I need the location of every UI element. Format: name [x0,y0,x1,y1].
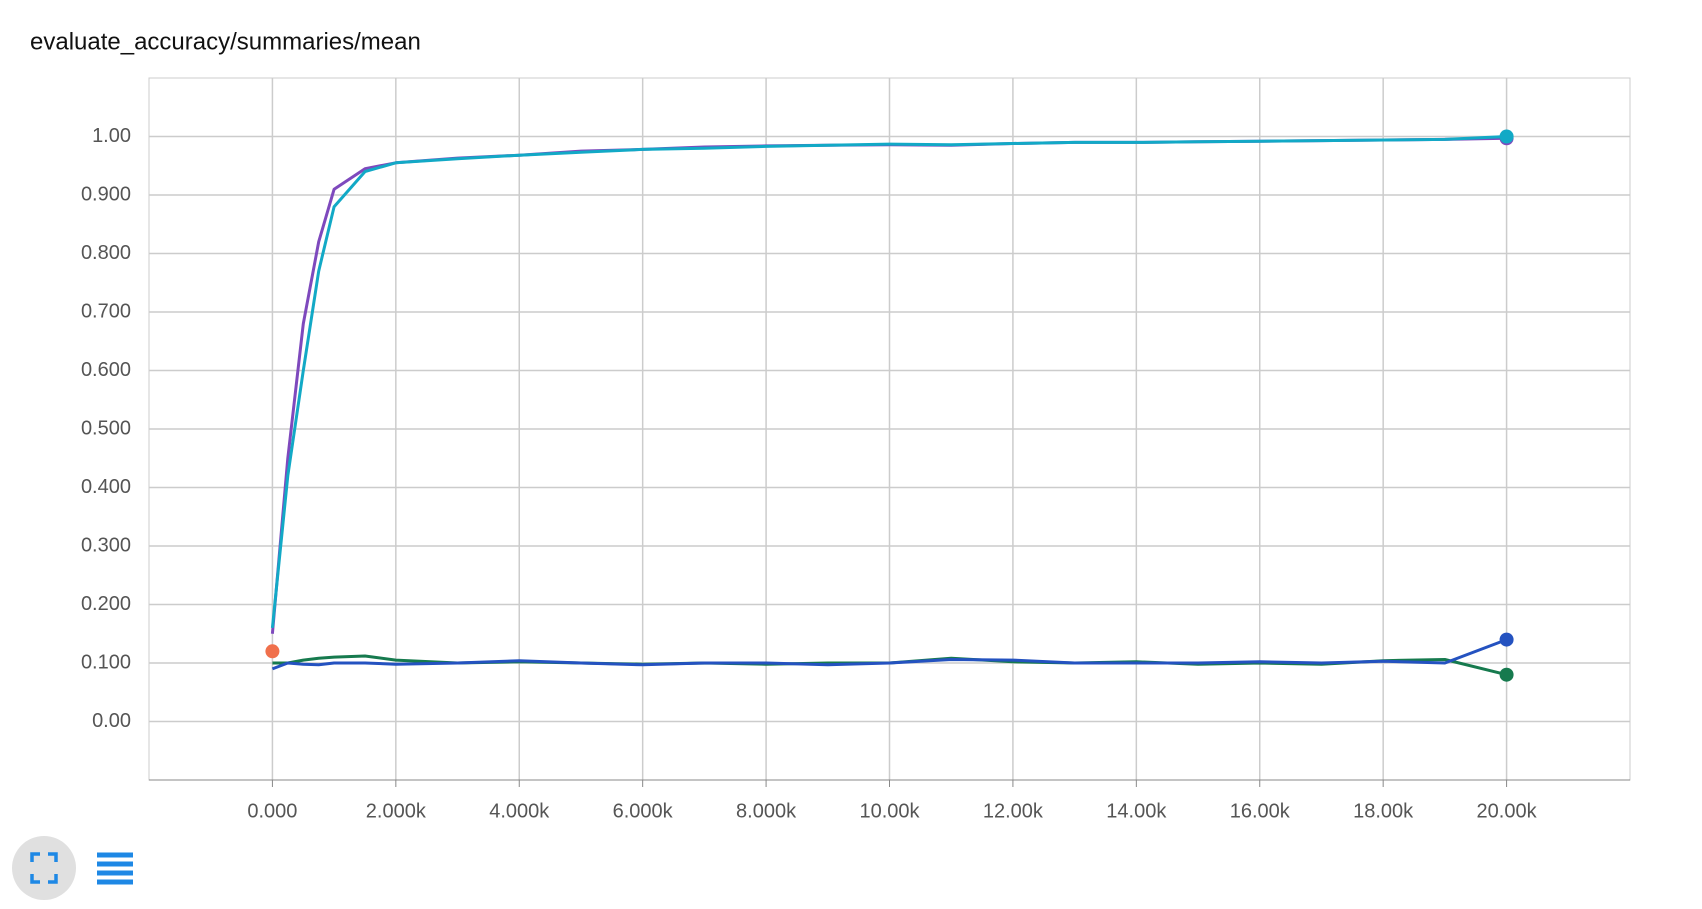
y-tick-label: 0.100 [81,651,131,673]
y-tick-label: 0.700 [81,300,131,322]
x-tick-label: 10.00k [859,800,920,822]
y-tick-label: 0.500 [81,417,131,439]
fullscreen-icon [30,852,58,884]
chart-title: evaluate_accuracy/summaries/mean [30,28,421,55]
y-tick-label: 1.00 [92,125,131,147]
y-tick-label: 0.800 [81,242,131,264]
list-icon [97,852,133,885]
y-tick-label: 0.600 [81,359,131,381]
x-tick-label: 2.000k [366,800,427,822]
series-line [271,638,1508,671]
fullscreen-button[interactable] [12,836,76,900]
x-tick-label: 18.00k [1353,800,1414,822]
x-tick-label: 4.000k [489,800,550,822]
last-point [265,644,280,659]
x-tick-label: 0.000 [247,800,297,822]
x-tick-label: 12.00k [983,800,1044,822]
last-point [1499,129,1514,144]
series-line [270,135,1507,629]
x-tick-label: 16.00k [1230,800,1291,822]
x-tick-label: 20.00k [1477,800,1538,822]
y-tick-label: 0.900 [81,183,131,205]
x-tick-label: 6.000k [613,800,674,822]
last-point [1499,667,1514,682]
x-tick-label: 14.00k [1106,800,1167,822]
y-tick-label: 0.400 [81,476,131,498]
y-tick-label: 0.00 [92,710,131,732]
last-point [1499,632,1514,647]
y-tick-label: 0.200 [81,593,131,615]
button-bg [12,836,76,900]
data-toggle-button[interactable] [97,852,133,885]
y-tick-label: 0.300 [81,534,131,556]
x-tick-label: 8.000k [736,800,797,822]
